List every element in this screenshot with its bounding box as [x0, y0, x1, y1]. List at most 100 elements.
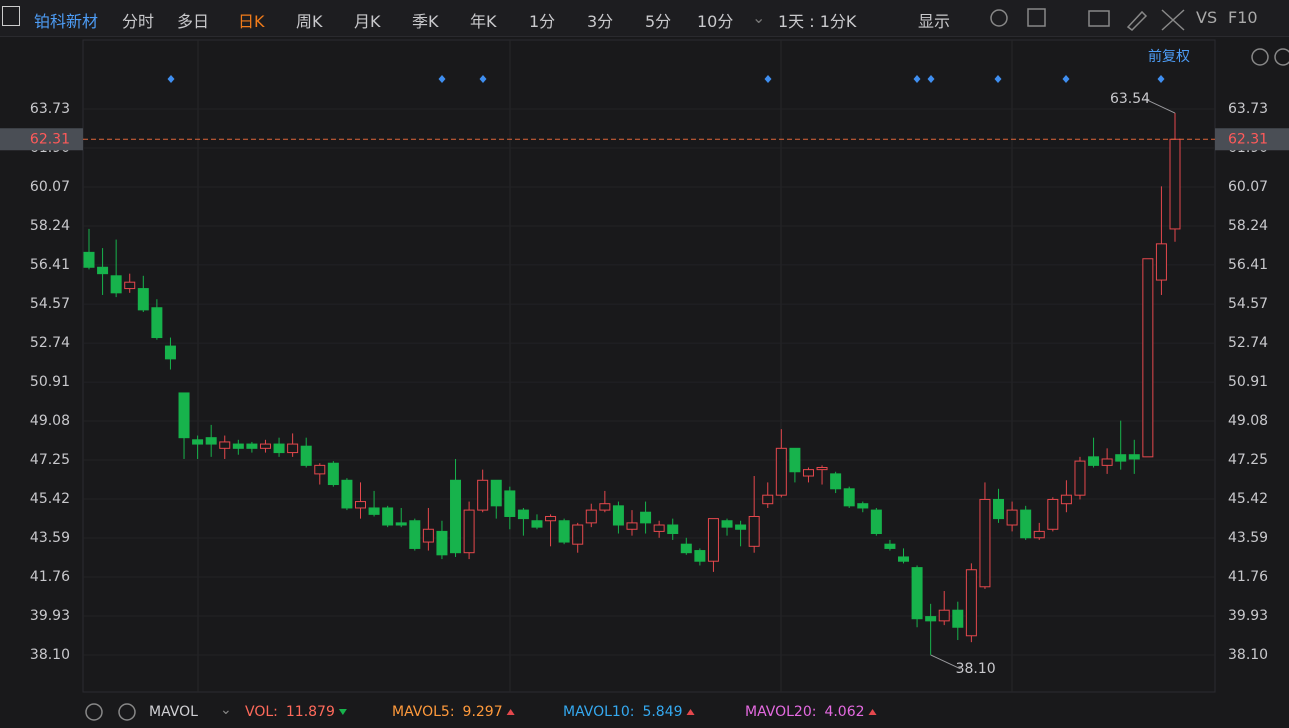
candle-body — [1115, 454, 1127, 462]
legend-name: VOL: — [245, 704, 278, 720]
period-tab[interactable]: 多日 — [177, 12, 210, 31]
candle-body — [952, 609, 964, 628]
period-tab[interactable]: 10分 — [697, 12, 734, 31]
candle-body — [1074, 460, 1086, 496]
y-tick-label: 60.07 — [30, 179, 70, 195]
shape-icon[interactable] — [1027, 8, 1046, 27]
candle-body — [653, 524, 665, 532]
candle-body — [830, 473, 842, 490]
vs-button[interactable]: VS — [1196, 8, 1218, 27]
y-tick-label-right: 47.25 — [1228, 452, 1268, 468]
pen-icon[interactable] — [1126, 10, 1148, 31]
candle-body — [110, 275, 122, 294]
candle-body — [517, 509, 529, 520]
chevron[interactable]: ⌄ — [752, 8, 766, 27]
stock-name[interactable]: 铂科新材 — [34, 12, 99, 31]
f10-button[interactable]: F10 — [1228, 8, 1258, 27]
candle-body — [463, 509, 475, 554]
period-tab[interactable]: 1分 — [529, 12, 556, 31]
event-marker — [927, 75, 935, 83]
last-price-box — [0, 128, 83, 151]
candle-body — [789, 447, 801, 473]
candle-body — [287, 443, 299, 454]
event-marker — [167, 75, 175, 83]
candle-body — [1169, 138, 1181, 230]
candle-body — [1101, 458, 1113, 466]
candle-body — [300, 445, 312, 466]
y-tick-label: 52.74 — [30, 335, 70, 351]
candle-body — [857, 503, 869, 509]
legend-value: 5.849 — [642, 704, 682, 720]
candle-body — [327, 462, 339, 486]
event-marker — [438, 75, 446, 83]
legend-name: MAVOL20: — [745, 704, 816, 720]
legend-name: MAVOL10: — [563, 704, 634, 720]
trend-arrow — [338, 709, 347, 715]
candle-body — [246, 443, 258, 449]
candle-body — [599, 503, 611, 511]
legend-value: 4.062 — [824, 704, 864, 720]
annotation-label: 63.54 — [1110, 91, 1150, 107]
y-tick-label: 41.76 — [30, 569, 70, 585]
y-tick-label-right: 52.74 — [1228, 335, 1268, 351]
candle-body — [762, 494, 774, 505]
event-marker — [479, 75, 487, 83]
candle-body — [192, 439, 204, 445]
candle-body — [979, 498, 991, 588]
candle-body — [965, 569, 977, 637]
candle-body — [585, 509, 597, 524]
candle-body — [504, 490, 516, 517]
period-tab[interactable]: 周K — [296, 12, 323, 31]
candle-body — [707, 518, 719, 562]
period-tab[interactable]: 5分 — [645, 12, 672, 31]
candle-body — [694, 550, 706, 562]
y-tick-label: 47.25 — [30, 452, 70, 468]
candle-body — [137, 288, 149, 311]
candle-body — [667, 524, 679, 535]
period-tab[interactable]: 分时 — [122, 12, 155, 31]
y-tick-label-right: 45.42 — [1228, 491, 1268, 507]
candle-body — [97, 266, 109, 275]
range-select[interactable]: 1天 : 1分K — [778, 12, 857, 31]
adjust-mode[interactable]: 前复权 — [1148, 48, 1190, 65]
candle-body — [164, 345, 176, 360]
event-marker — [913, 75, 921, 83]
settings-icon[interactable] — [990, 9, 1008, 27]
candle-body — [124, 281, 136, 290]
y-tick-label-right: 50.91 — [1228, 374, 1268, 390]
annotation-leader — [1144, 98, 1176, 114]
fullscreen-icon[interactable] — [1161, 9, 1185, 31]
candle-body — [341, 479, 353, 509]
zoom-in-icon[interactable] — [1274, 48, 1289, 66]
menu-icon[interactable] — [2, 6, 20, 26]
candle-body — [1088, 456, 1100, 466]
annotation-label: 38.10 — [956, 661, 996, 677]
display-menu[interactable]: 显示 — [918, 12, 951, 31]
event-marker — [994, 75, 1002, 83]
y-tick-label: 43.59 — [30, 530, 70, 546]
indicator-close[interactable] — [118, 703, 136, 721]
y-tick-label: 49.08 — [30, 413, 70, 429]
period-tab[interactable]: 日K — [238, 12, 265, 31]
zoom-out-icon[interactable] — [1251, 48, 1269, 66]
y-tick-label: 39.93 — [30, 608, 70, 624]
candle-body — [1020, 509, 1032, 539]
candle-body — [273, 443, 285, 454]
y-tick-label-right: 56.41 — [1228, 257, 1268, 273]
trend-arrow — [506, 709, 515, 715]
y-tick-label-right: 60.07 — [1228, 179, 1268, 195]
camera-icon[interactable] — [1088, 10, 1110, 27]
period-tab[interactable]: 月K — [354, 12, 381, 31]
period-tab[interactable]: 年K — [470, 12, 497, 31]
candle-body — [1006, 509, 1018, 526]
candle-body — [219, 441, 231, 449]
candle-body — [870, 509, 882, 535]
candle-body — [898, 556, 909, 562]
period-tab[interactable]: 3分 — [587, 12, 614, 31]
candle-body — [558, 520, 570, 543]
candle-body — [1033, 530, 1045, 539]
period-tab[interactable]: 季K — [412, 12, 439, 31]
y-tick-label: 50.91 — [30, 374, 70, 390]
candle-body — [151, 307, 163, 339]
indicator-settings[interactable] — [85, 703, 103, 721]
